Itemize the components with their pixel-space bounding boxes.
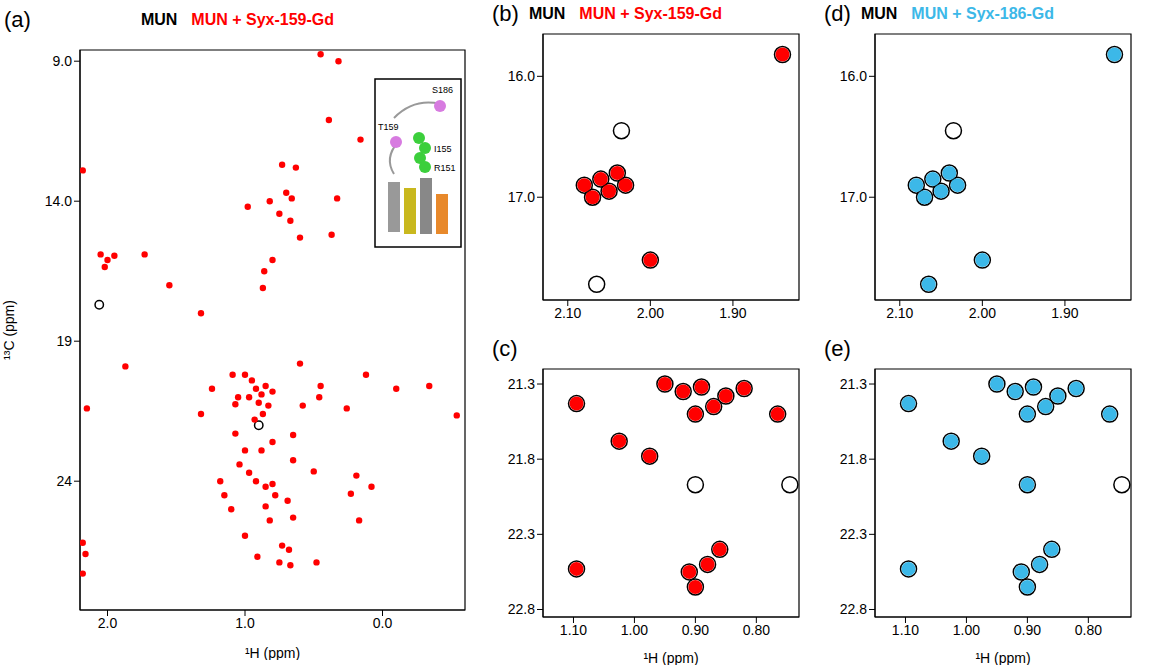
html-text:(a): (a) [4, 7, 31, 32]
html-text:MUN: MUN [140, 11, 178, 28]
svg-text:¹H (ppm): ¹H (ppm) [643, 650, 698, 665]
svg-text:16.0: 16.0 [840, 68, 867, 84]
svg-text:2.0: 2.0 [98, 615, 118, 631]
svg-text:2.00: 2.00 [969, 305, 996, 321]
svg-text:0.90: 0.90 [682, 622, 709, 638]
svg-text:1.10: 1.10 [892, 622, 919, 638]
svg-text:16.0: 16.0 [508, 68, 535, 84]
svg-text:0.90: 0.90 [1014, 622, 1041, 638]
svg-text:1.90: 1.90 [719, 305, 746, 321]
svg-text:22.3: 22.3 [508, 526, 535, 542]
svg-text:14.0: 14.0 [45, 193, 72, 209]
svg-text:1.0: 1.0 [235, 615, 255, 631]
svg-text:17.0: 17.0 [508, 189, 535, 205]
svg-text:21.8: 21.8 [840, 451, 867, 467]
svg-text:24: 24 [56, 473, 72, 489]
svg-text:17.0: 17.0 [840, 189, 867, 205]
svg-text:R151: R151 [434, 163, 456, 173]
svg-text:2.10: 2.10 [554, 305, 581, 321]
svg-text:9.0: 9.0 [53, 53, 73, 69]
svg-text:1.10: 1.10 [560, 622, 587, 638]
svg-text:2.00: 2.00 [637, 305, 664, 321]
svg-text:0.80: 0.80 [1075, 622, 1102, 638]
svg-text:¹³C (ppm): ¹³C (ppm) [1, 300, 17, 360]
svg-text:21.3: 21.3 [508, 376, 535, 392]
svg-text:22.3: 22.3 [840, 526, 867, 542]
html-text:MUN + Syx-186-Gd: MUN + Syx-186-Gd [911, 5, 1054, 22]
svg-text:22.8: 22.8 [840, 601, 867, 617]
svg-text:I155: I155 [434, 144, 452, 154]
html-text:MUN: MUN [860, 5, 898, 22]
html-text:MUN + Syx-159-Gd: MUN + Syx-159-Gd [579, 5, 722, 22]
svg-text:0.80: 0.80 [743, 622, 770, 638]
html-text:(b): (b) [492, 1, 519, 26]
html-text:(e): (e) [824, 336, 851, 361]
html-text:MUN + Syx-159-Gd: MUN + Syx-159-Gd [191, 11, 334, 28]
html-text:(d): (d) [824, 1, 851, 26]
svg-text:1.90: 1.90 [1051, 305, 1078, 321]
svg-text:1.00: 1.00 [953, 622, 980, 638]
svg-text:0.0: 0.0 [373, 615, 393, 631]
svg-text:21.8: 21.8 [508, 451, 535, 467]
svg-text:T159: T159 [378, 122, 399, 132]
svg-text:1.00: 1.00 [621, 622, 648, 638]
svg-text:19: 19 [56, 333, 72, 349]
svg-text:S186: S186 [432, 85, 453, 95]
svg-text:¹H (ppm): ¹H (ppm) [975, 650, 1030, 665]
svg-text:22.8: 22.8 [508, 601, 535, 617]
svg-text:¹H (ppm): ¹H (ppm) [245, 645, 300, 660]
svg-text:21.3: 21.3 [840, 376, 867, 392]
html-text:(c): (c) [492, 336, 518, 361]
html-text:MUN: MUN [528, 5, 566, 22]
svg-text:2.10: 2.10 [886, 305, 913, 321]
